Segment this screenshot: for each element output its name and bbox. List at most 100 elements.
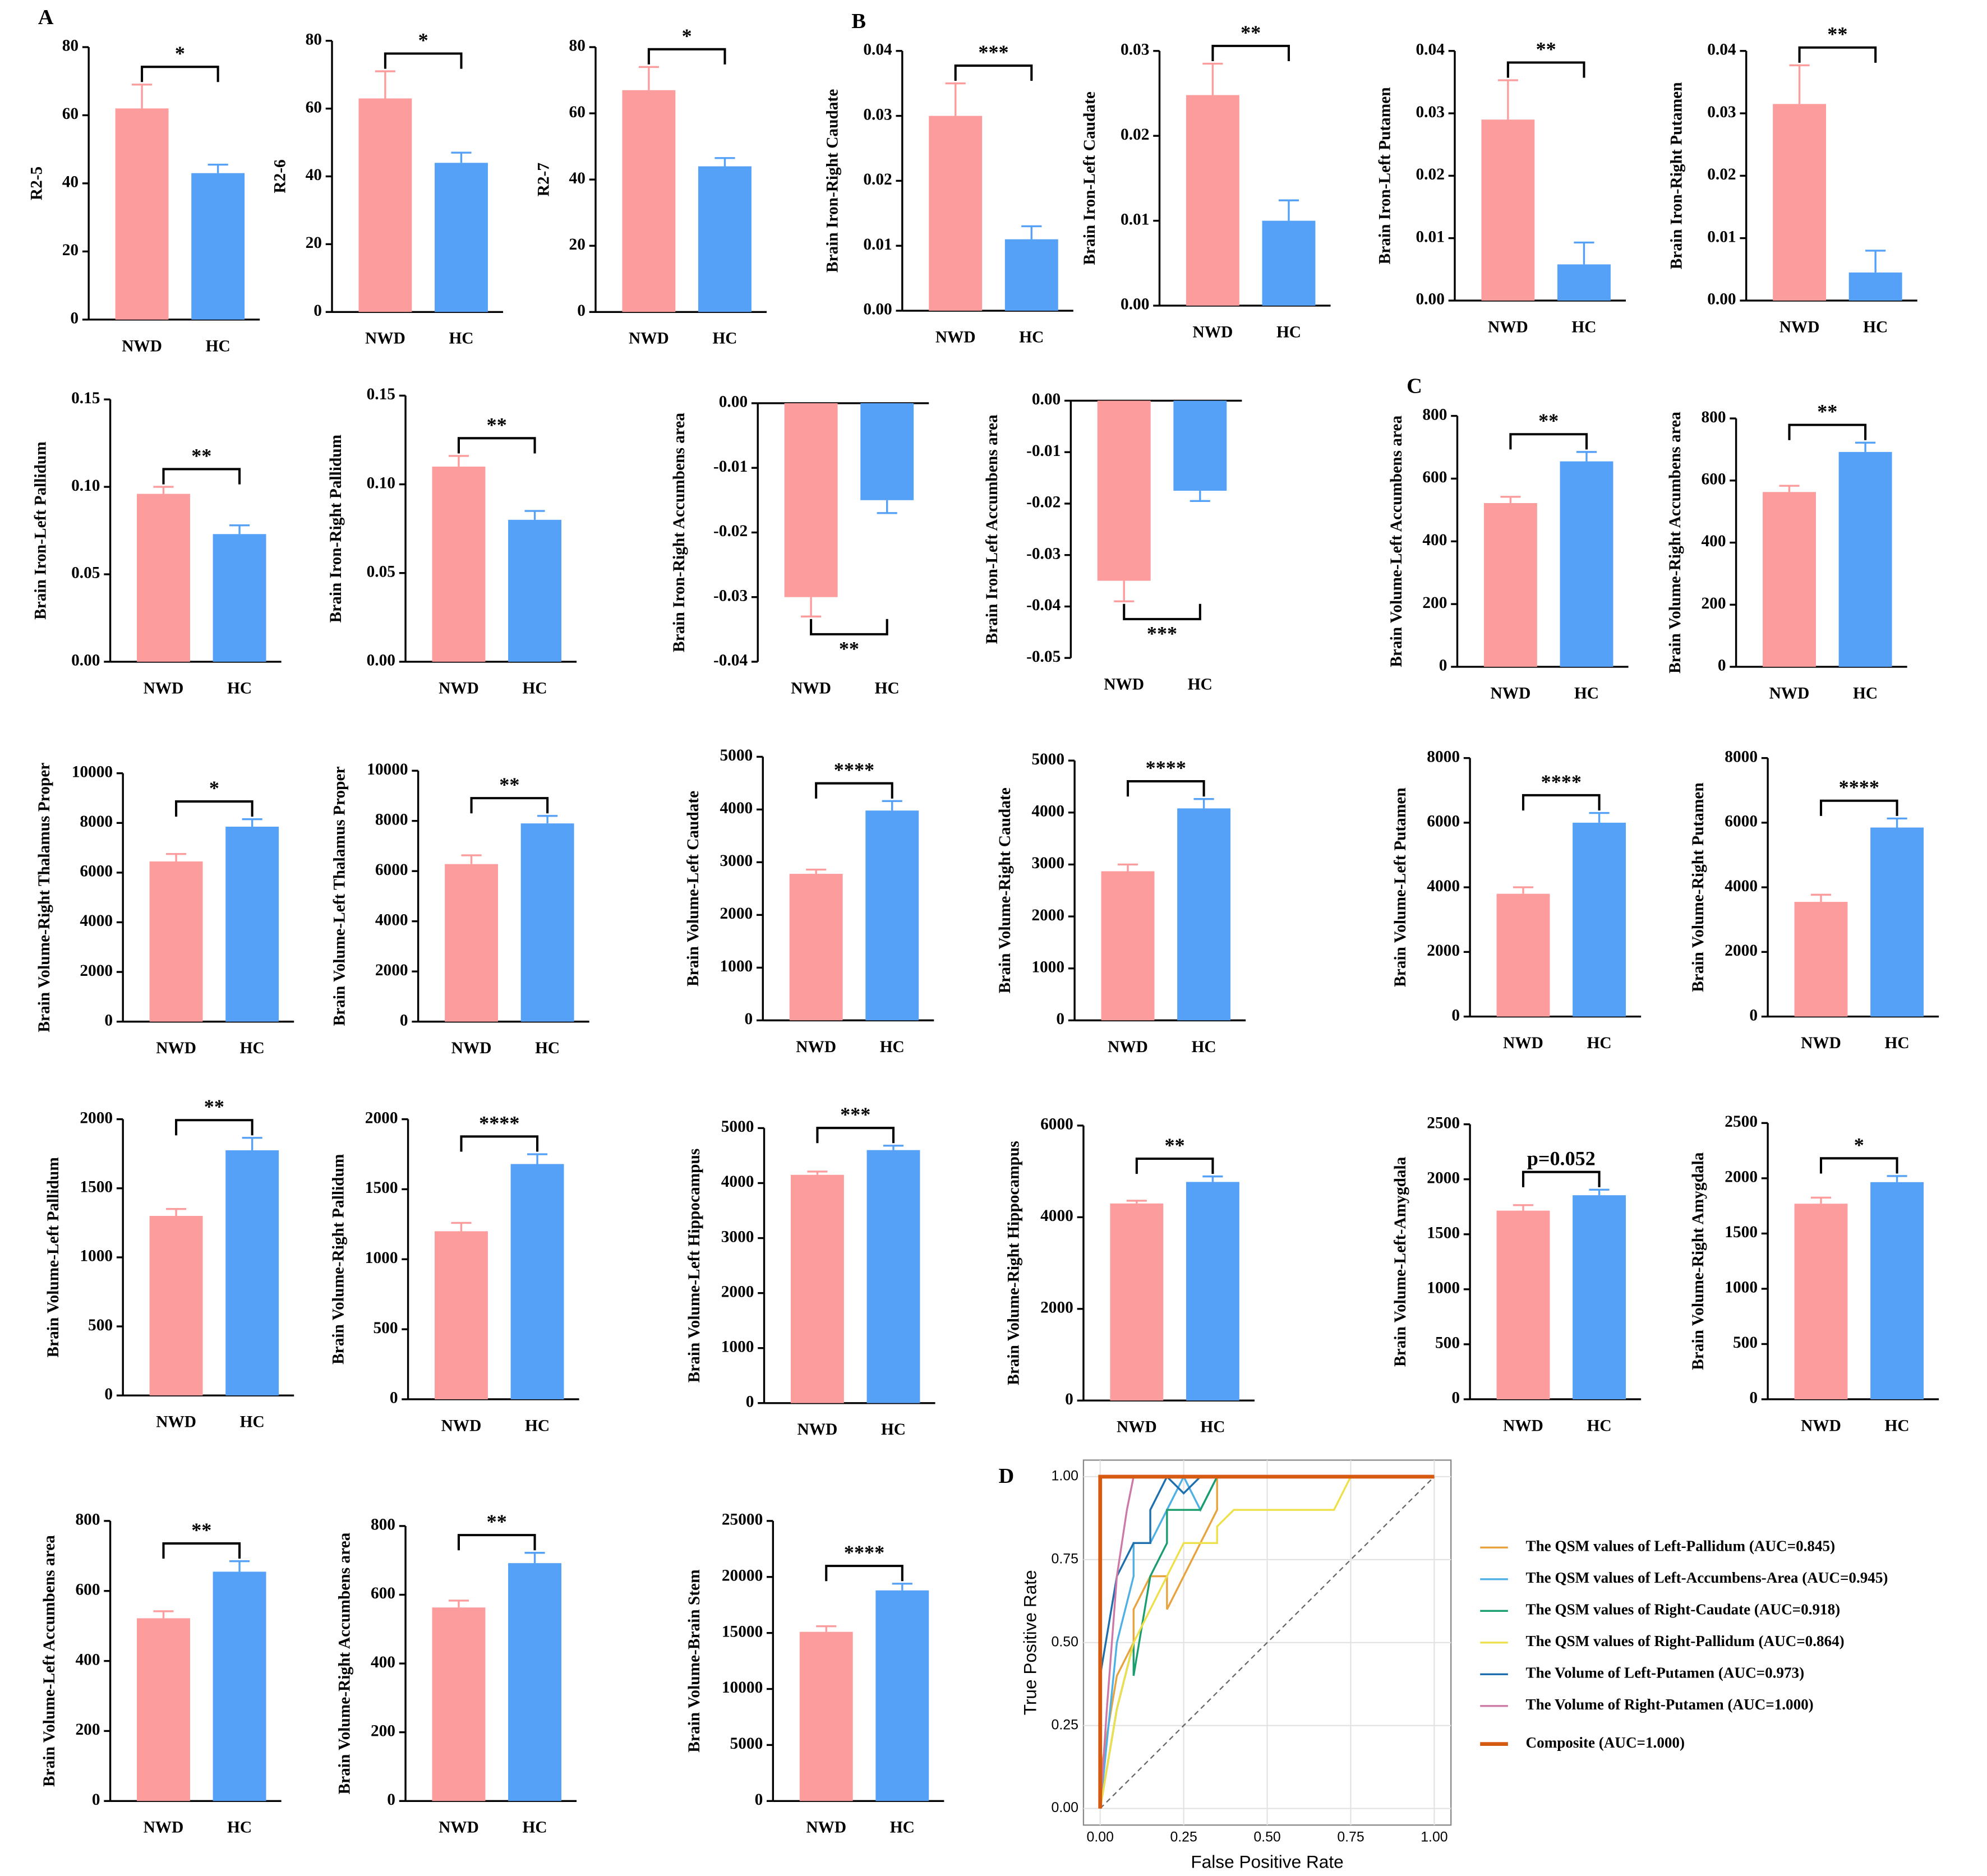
bar xyxy=(1186,1182,1239,1401)
bar xyxy=(191,173,245,320)
x-tick-label: HC xyxy=(1192,1038,1216,1056)
y-tick-label: 0.00 xyxy=(71,652,100,670)
y-axis-label: Brain Volume-Left Thalamus Proper xyxy=(331,766,349,1026)
y-axis-label: Brain Volume-Right Amygdala xyxy=(1689,1152,1707,1370)
y-tick-label: 6000 xyxy=(1040,1116,1073,1133)
bar-chart: 0 20 40 60 80 R2-5 A NWD HC * xyxy=(28,6,260,355)
y-axis-label: R2-5 xyxy=(28,167,46,200)
bar-chart: 0 500 1000 1500 2000 Brain Volume-Right Palli… xyxy=(329,1109,579,1435)
bar xyxy=(698,166,752,312)
y-tick-label: 4000 xyxy=(80,912,113,930)
significance-bracket xyxy=(1509,433,1588,450)
y-tick-label: 500 xyxy=(88,1316,113,1334)
x-tick-label: HC xyxy=(1188,676,1213,694)
bar-chart: 0 1000 2000 3000 4000 5000 Brain Volume-Left C… xyxy=(684,746,934,1056)
y-tick-label: 500 xyxy=(1733,1334,1758,1352)
y-tick-label: 600 xyxy=(371,1584,395,1602)
y-tick-label: 2000 xyxy=(1427,1169,1460,1187)
y-tick-label: 0.00 xyxy=(1121,296,1149,314)
y-tick-label: 0.00 xyxy=(1416,291,1445,308)
y-tick-label: 0.03 xyxy=(1707,103,1736,121)
y-tick-label: -0.03 xyxy=(1026,545,1061,563)
x-tick-label: NWD xyxy=(1104,676,1144,694)
y-tick-label: 3000 xyxy=(721,1228,754,1246)
y-tick-label: 20 xyxy=(62,241,79,259)
significance-label: * xyxy=(1854,1133,1864,1156)
bar-chart: 0 20 40 60 80 R2-7 NWD HC * xyxy=(534,25,767,348)
bar xyxy=(1870,827,1924,1017)
y-tick-label: 600 xyxy=(1701,471,1726,488)
y-tick-label: 0.01 xyxy=(1707,228,1736,246)
bar xyxy=(860,403,914,500)
bar-chart: 0.00 0.01 0.02 0.03 0.04 Brain Iron-Left Puta… xyxy=(1376,38,1626,336)
y-tick-label: 5000 xyxy=(721,1118,754,1136)
y-tick-label: 4000 xyxy=(1031,803,1064,821)
bar xyxy=(432,466,486,662)
bar xyxy=(622,90,676,312)
significance-label: * xyxy=(175,42,185,64)
y-tick-label: 6000 xyxy=(1427,813,1460,831)
y-tick-label: 10000 xyxy=(722,1679,763,1697)
y-tick-label: -0.01 xyxy=(1026,442,1061,460)
x-tick-label: HC xyxy=(523,679,547,697)
y-tick-label: 600 xyxy=(1422,468,1447,486)
y-tick-label: 0.01 xyxy=(863,236,892,253)
bar xyxy=(432,1607,486,1801)
bar xyxy=(1573,1195,1626,1399)
x-tick-label: 0.75 xyxy=(1337,1829,1364,1845)
y-tick-label: 0.02 xyxy=(1416,165,1445,183)
y-axis-label: Brain Volume-Right Hippocampus xyxy=(1005,1141,1023,1385)
y-tick-label: 500 xyxy=(1435,1334,1460,1352)
y-tick-label: 800 xyxy=(1422,405,1447,423)
x-tick-label: NWD xyxy=(122,337,162,355)
significance-bracket xyxy=(175,1119,253,1136)
bar-chart: 0 200 400 600 800 Brain Volume-Left Accumbens… xyxy=(40,1511,282,1837)
y-tick-label: 0 xyxy=(1451,1006,1460,1024)
bar-chart: 0.00 0.01 0.02 0.03 0.04 Brain Iron-Right Cau… xyxy=(824,10,1073,346)
y-tick-label: 2000 xyxy=(720,905,753,923)
bar xyxy=(1186,95,1239,306)
y-tick-label: 0.00 xyxy=(1707,291,1736,308)
y-tick-label: -0.01 xyxy=(713,458,748,476)
y-tick-label: 0.04 xyxy=(863,41,892,59)
bar-chart: 0 1000 2000 3000 4000 5000 Brain Volume-Left H… xyxy=(685,1103,935,1439)
significance-label: ** xyxy=(191,1519,211,1541)
bar xyxy=(137,494,190,662)
significance-bracket xyxy=(815,782,893,799)
y-tick-label: 2500 xyxy=(1427,1114,1460,1132)
y-tick-label: 8000 xyxy=(375,810,408,828)
y-tick-label: 0.03 xyxy=(863,105,892,123)
significance-label: * xyxy=(418,29,428,51)
y-tick-label: 0 xyxy=(70,310,79,328)
y-axis-label: Brain Iron-Right Caudate xyxy=(824,89,842,273)
roc-line xyxy=(1099,1476,1435,1809)
y-tick-label: 0.04 xyxy=(1707,41,1736,59)
x-tick-label: 0.25 xyxy=(1170,1829,1197,1845)
x-tick-label: HC xyxy=(1200,1418,1225,1436)
bar-chart: 0 20 40 60 80 R2-6 NWD HC * xyxy=(271,29,504,348)
bar-chart: 0 2000 4000 6000 Brain Volume-Right Hippocam… xyxy=(1005,1116,1255,1436)
legend-label: The Volume of Left-Putamen (AUC=0.973) xyxy=(1526,1665,1805,1681)
x-tick-label: HC xyxy=(535,1039,560,1057)
bar-chart: 0.00 -0.01 -0.02 -0.03 -0.04 Brain Iron-Right… xyxy=(670,393,929,697)
x-tick-label: HC xyxy=(1885,1034,1910,1052)
bar-chart: 0 2000 4000 6000 8000 10000 Brain Volume-Left … xyxy=(331,760,589,1057)
y-axis-label: Brain Volume-Left Pallidum xyxy=(44,1157,62,1357)
bar-chart: 0 2000 4000 6000 8000 Brain Volume-Right Puta… xyxy=(1689,748,1939,1052)
bar xyxy=(1483,503,1537,667)
x-tick-label: NWD xyxy=(629,330,669,348)
x-tick-label: HC xyxy=(1885,1417,1910,1435)
legend-label: The QSM values of Right-Pallidum (AUC=0.… xyxy=(1526,1633,1845,1649)
significance-bracket xyxy=(384,52,463,69)
bar-chart: 0.00 -0.01 -0.02 -0.03 -0.04 -0.05 Brain Iron-… xyxy=(983,390,1242,694)
y-tick-label: 0.25 xyxy=(1052,1717,1078,1732)
bar-chart: 0.00 0.05 0.10 0.15 Brain Iron-Left Pallidum… xyxy=(31,389,282,697)
significance-bracket xyxy=(1126,780,1205,797)
y-tick-label: 20000 xyxy=(722,1567,763,1585)
y-tick-label: 0 xyxy=(755,1791,763,1809)
y-tick-label: 0.01 xyxy=(1121,210,1149,228)
bar xyxy=(1794,902,1848,1017)
significance-bracket xyxy=(141,66,219,82)
x-tick-label: HC xyxy=(1587,1034,1612,1052)
y-tick-label: -0.02 xyxy=(1026,494,1061,511)
